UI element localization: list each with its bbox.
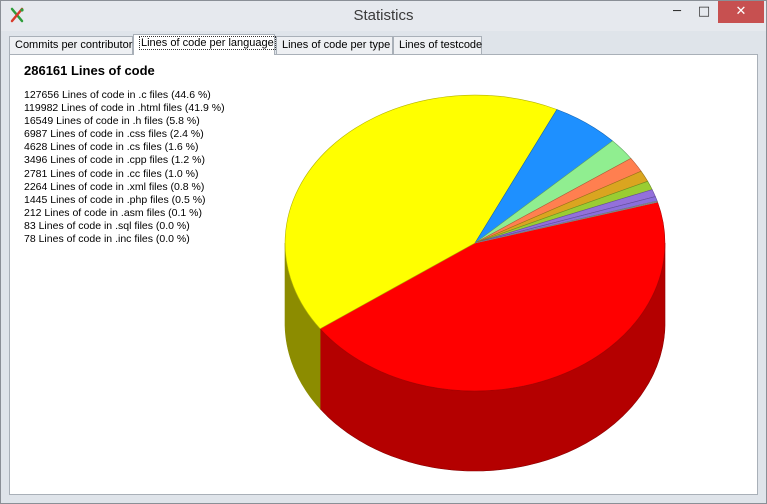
tab-label: Lines of testcode — [399, 39, 483, 51]
tab-lines-per-language[interactable]: Lines of code per language — [133, 34, 276, 55]
list-item: 78 Lines of code in .inc files (0.0 %) — [24, 233, 190, 246]
list-item: 1445 Lines of code in .php files (0.5 %) — [24, 193, 206, 206]
title-bar[interactable]: Statistics ─ □ ✕ — [1, 1, 766, 31]
pie-chart — [284, 94, 666, 472]
tab-panel: 286161 Lines of code 127656 Lines of cod… — [9, 54, 758, 495]
minimize-button[interactable]: ─ — [673, 4, 681, 19]
close-button[interactable]: ✕ — [718, 1, 764, 23]
list-item: 3496 Lines of code in .cpp files (1.2 %) — [24, 154, 205, 167]
list-item: 2781 Lines of code in .cc files (1.0 %) — [24, 167, 199, 180]
list-item: 16549 Lines of code in .h files (5.8 %) — [24, 115, 200, 128]
maximize-button[interactable]: □ — [697, 4, 711, 19]
tab-label: Commits per contributor — [15, 39, 133, 51]
tab-label: Lines of code per type — [282, 39, 391, 51]
language-list: 127656 Lines of code in .c files (44.6 %… — [24, 89, 225, 246]
list-item: 212 Lines of code in .asm files (0.1 %) — [24, 206, 203, 219]
total-lines-heading: 286161 Lines of code — [24, 63, 155, 78]
list-item: 4628 Lines of code in .cs files (1.6 %) — [24, 141, 199, 154]
pie-slice-inc — [474, 201, 659, 244]
pie-slice-c — [319, 201, 666, 392]
window-title: Statistics — [353, 7, 414, 24]
list-item: 2264 Lines of code in .xml files (0.8 %) — [24, 180, 205, 193]
list-item: 119982 Lines of code in .html files (41.… — [24, 102, 225, 115]
list-item: 6987 Lines of code in .css files (2.4 %) — [24, 128, 204, 141]
list-item: 83 Lines of code in .sql files (0.0 %) — [24, 219, 190, 232]
list-item: 127656 Lines of code in .c files (44.6 %… — [24, 89, 211, 101]
tab-lines-of-testcode[interactable]: Lines of testcode — [393, 36, 482, 54]
tab-lines-per-type[interactable]: Lines of code per type — [276, 36, 393, 54]
app-icon — [10, 7, 24, 23]
tab-label: Lines of code per language — [139, 36, 276, 50]
tab-commits-per-contributor[interactable]: Commits per contributor — [9, 36, 133, 54]
pie-slice-html — [284, 94, 558, 330]
